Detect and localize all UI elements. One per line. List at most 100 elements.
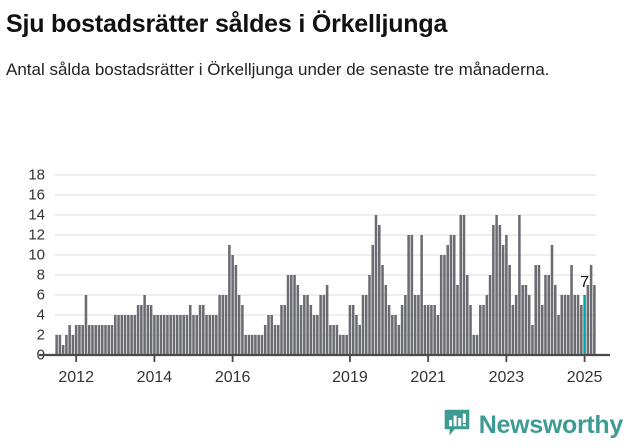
bar[interactable]	[524, 285, 528, 355]
bar[interactable]	[162, 315, 166, 355]
bar[interactable]	[527, 295, 531, 355]
bar[interactable]	[306, 295, 309, 355]
bar[interactable]	[61, 345, 65, 355]
bar[interactable]	[231, 255, 234, 355]
highlighted-bar[interactable]	[583, 295, 586, 355]
bar[interactable]	[71, 335, 75, 355]
bar[interactable]	[149, 305, 153, 355]
bar[interactable]	[68, 325, 71, 355]
bar[interactable]	[479, 305, 482, 355]
bar[interactable]	[550, 245, 554, 355]
bar[interactable]	[87, 325, 91, 355]
bar[interactable]	[488, 275, 492, 355]
bar[interactable]	[482, 305, 485, 355]
bar[interactable]	[192, 315, 195, 355]
bar[interactable]	[586, 285, 590, 355]
bar[interactable]	[263, 325, 267, 355]
bar[interactable]	[221, 295, 225, 355]
bar[interactable]	[430, 305, 433, 355]
bar[interactable]	[188, 305, 192, 355]
bar[interactable]	[270, 315, 273, 355]
bar[interactable]	[244, 335, 247, 355]
bar[interactable]	[589, 265, 593, 355]
bar[interactable]	[355, 315, 358, 355]
bar[interactable]	[260, 335, 264, 355]
bar[interactable]	[159, 315, 163, 355]
bar[interactable]	[78, 325, 81, 355]
bar[interactable]	[423, 305, 427, 355]
bar[interactable]	[573, 295, 577, 355]
bar[interactable]	[104, 325, 107, 355]
bar[interactable]	[368, 275, 371, 355]
bar[interactable]	[280, 305, 283, 355]
bar[interactable]	[335, 325, 339, 355]
bar[interactable]	[557, 315, 560, 355]
bar[interactable]	[498, 225, 502, 355]
bar[interactable]	[553, 285, 557, 355]
bar[interactable]	[153, 315, 156, 355]
bar[interactable]	[374, 215, 378, 355]
bar[interactable]	[146, 305, 150, 355]
bar[interactable]	[91, 325, 94, 355]
bar[interactable]	[348, 305, 352, 355]
bar[interactable]	[371, 245, 375, 355]
bar[interactable]	[185, 315, 189, 355]
bar[interactable]	[420, 235, 423, 355]
bar[interactable]	[166, 315, 169, 355]
bar[interactable]	[593, 285, 596, 355]
bar[interactable]	[312, 315, 316, 355]
bar[interactable]	[257, 335, 260, 355]
bar[interactable]	[332, 325, 335, 355]
bar[interactable]	[65, 335, 68, 355]
bar[interactable]	[195, 315, 199, 355]
bar[interactable]	[540, 305, 544, 355]
bar[interactable]	[273, 325, 277, 355]
bar[interactable]	[567, 295, 570, 355]
bar[interactable]	[309, 305, 313, 355]
bar[interactable]	[237, 295, 241, 355]
bar[interactable]	[120, 315, 124, 355]
bar[interactable]	[351, 305, 355, 355]
bar[interactable]	[123, 315, 127, 355]
bar[interactable]	[384, 285, 388, 355]
bar[interactable]	[241, 305, 244, 355]
bar[interactable]	[100, 325, 104, 355]
bar[interactable]	[436, 315, 440, 355]
bar[interactable]	[140, 305, 143, 355]
bar[interactable]	[378, 225, 381, 355]
bar[interactable]	[143, 295, 146, 355]
bar[interactable]	[97, 325, 101, 355]
bar[interactable]	[299, 305, 303, 355]
bar[interactable]	[410, 235, 414, 355]
bar[interactable]	[485, 295, 489, 355]
bar[interactable]	[345, 335, 348, 355]
bar[interactable]	[267, 315, 270, 355]
bar[interactable]	[322, 295, 326, 355]
bar[interactable]	[501, 245, 505, 355]
bar[interactable]	[452, 235, 456, 355]
bar[interactable]	[205, 315, 208, 355]
bar[interactable]	[459, 215, 463, 355]
bar[interactable]	[319, 295, 322, 355]
bar[interactable]	[576, 295, 580, 355]
bar[interactable]	[276, 325, 280, 355]
bar[interactable]	[329, 325, 332, 355]
bar[interactable]	[472, 335, 476, 355]
bar[interactable]	[202, 305, 205, 355]
bar[interactable]	[358, 325, 361, 355]
bar[interactable]	[521, 285, 524, 355]
bar[interactable]	[560, 295, 564, 355]
bar[interactable]	[508, 265, 511, 355]
bar[interactable]	[433, 305, 436, 355]
bar[interactable]	[492, 225, 495, 355]
bar[interactable]	[443, 255, 446, 355]
bar[interactable]	[117, 315, 120, 355]
bar[interactable]	[84, 295, 88, 355]
bar[interactable]	[283, 305, 287, 355]
bar[interactable]	[58, 335, 62, 355]
bar[interactable]	[293, 275, 296, 355]
bar[interactable]	[407, 235, 410, 355]
bar[interactable]	[518, 215, 521, 355]
bar[interactable]	[417, 295, 420, 355]
bar[interactable]	[446, 245, 449, 355]
